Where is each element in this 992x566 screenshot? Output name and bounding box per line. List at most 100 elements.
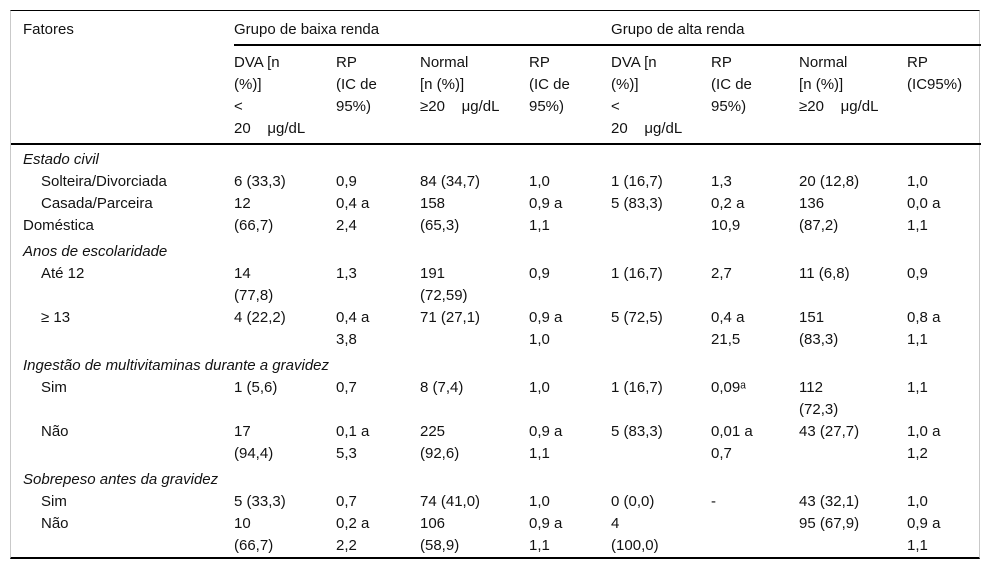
row-label: Não (41, 423, 69, 440)
group-header-high-income: Grupo de alta renda (611, 11, 982, 46)
table-cell: 1,3 (711, 173, 732, 190)
table-cell: 0,9 (529, 265, 550, 282)
table-cell: 6 (33,3) (234, 173, 286, 190)
table-cell: 8 (7,4) (420, 379, 464, 396)
column-header-rp-low-1: RP (IC de 95%) (336, 45, 420, 145)
column-header-dva-low: DVA [n (%)] < 20 μg/dL (234, 45, 336, 145)
table-cell: 0,01 a 0,7 (711, 423, 753, 462)
table-cell: 0,7 (336, 493, 357, 510)
table-row: Solteira/Divorciada 6 (33,3) 0,9 84 (34,7) 1… (11, 171, 981, 193)
table-cell: 0,9 a 1,0 (529, 309, 563, 348)
row-label: Até 12 (41, 265, 85, 282)
table-cell: 0,0 a (907, 195, 941, 212)
table-row: Anos de escolaridade (11, 237, 981, 263)
table-cell: 0,4 a (336, 195, 370, 212)
section-label: Sobrepeso antes da gravidez (23, 471, 219, 488)
column-header-rp-low-2: RP (IC de 95%) (529, 45, 612, 145)
table-cell: 151 (83,3) (799, 309, 839, 348)
table-cell: 95 (67,9) (799, 515, 860, 532)
row-label: ≥ 13 (41, 309, 71, 326)
table-cell: 1,1 (907, 217, 928, 234)
table-cell: 1 (5,6) (234, 379, 278, 396)
table-cell: (65,3) (420, 217, 460, 234)
group-header-row: Fatores Grupo de baixa renda Grupo de al… (11, 11, 982, 145)
table-cell: 74 (41,0) (420, 493, 481, 510)
section-label: Anos de escolaridade (23, 243, 168, 260)
table-cell: 1,1 (907, 379, 928, 396)
table-cell: 0,2 a (711, 195, 745, 212)
table-cell: 4 (100,0) (611, 515, 659, 554)
column-header-fatores: Fatores (11, 11, 234, 145)
column-header-rp-high-1: RP (IC de 95%) (711, 45, 800, 145)
table-cell: - (711, 493, 717, 510)
table-cell: 0,09ᵃ (711, 379, 746, 396)
table-cell: 1,3 (336, 265, 357, 282)
table-cell: 112 (72,3) (799, 379, 839, 418)
table-cell: 1,0 (529, 493, 550, 510)
table-row: Estado civil (11, 144, 981, 171)
row-label: Doméstica (23, 217, 94, 234)
table-cell: 2,4 (336, 217, 357, 234)
column-header-normal-high: Normal [n (%)] ≥20 μg/dL (799, 45, 908, 145)
row-label: Sim (41, 493, 67, 510)
table-cell: 20 (12,8) (799, 173, 860, 190)
table-cell: 0,9 (907, 265, 928, 282)
table-row: Não 17 (94,4) 0,1 a 5,3 225 (92,6) 0,9 a 1,1… (11, 421, 981, 465)
table-cell: 11 (6,8) (799, 265, 850, 282)
table-container: Fatores Grupo de baixa renda Grupo de al… (10, 10, 982, 559)
table-cell: 0,9 a (529, 195, 563, 212)
table-cell: 5 (83,3) (611, 195, 663, 212)
table-row: Sim 5 (33,3) 0,7 74 (41,0) 1,0 0 (0,0) - 43 (32… (11, 491, 981, 513)
table-cell: 43 (27,7) (799, 423, 860, 440)
table-cell: 191 (72,59) (420, 265, 468, 304)
table-cell: 1,0 (529, 379, 550, 396)
column-header-normal-low: Normal [n (%)] ≥20 μg/dL (420, 45, 529, 145)
table-row: ≥ 13 4 (22,2) 0,4 a 3,8 71 (27,1) 0,9 a 1,0 5… (11, 307, 981, 351)
table-cell: 0,4 a 21,5 (711, 309, 745, 348)
table-row: Sobrepeso antes da gravidez (11, 465, 981, 491)
table-cell: 43 (32,1) (799, 493, 860, 510)
table-row: Não 10 (66,7) 0,2 a 2,2 106 (58,9) 0,9 a 1,1… (11, 513, 981, 557)
table-body: Estado civil Solteira/Divorciada 6 (33,3) 0… (11, 144, 981, 557)
table-cell: 106 (58,9) (420, 515, 460, 554)
table-row: Até 12 14 (77,8) 1,3 191 (72,59) 0,9 1 (16,7)… (11, 263, 981, 307)
table-cell: 225 (92,6) (420, 423, 460, 462)
table-cell: 0,9 (336, 173, 357, 190)
table-cell: 5 (33,3) (234, 493, 286, 510)
table-cell: 0,7 (336, 379, 357, 396)
table-cell: 158 (420, 195, 446, 212)
row-label: Sim (41, 379, 67, 396)
factors-table: Fatores Grupo de baixa renda Grupo de al… (11, 11, 982, 557)
table-cell: 0,2 a 2,2 (336, 515, 370, 554)
table-cell: 0 (0,0) (611, 493, 655, 510)
table-cell: 0,8 a 1,1 (907, 309, 941, 348)
table-cell: 1,0 (907, 173, 928, 190)
table-cell: 1,0 a 1,2 (907, 423, 941, 462)
table-cell: (66,7) (234, 217, 274, 234)
table-cell: 0,9 a 1,1 (907, 515, 941, 554)
table-cell: 5 (83,3) (611, 423, 663, 440)
section-label: Estado civil (23, 151, 99, 168)
table-cell: 1,1 (529, 217, 550, 234)
table-cell: 2,7 (711, 265, 732, 282)
table-cell: 84 (34,7) (420, 173, 481, 190)
table-cell: 17 (94,4) (234, 423, 274, 462)
table-cell: 0,4 a 3,8 (336, 309, 370, 348)
table-row: Ingestão de multivitaminas durante a gra… (11, 351, 981, 377)
table-row: Casada/Parceira 12 0,4 a 158 0,9 a 5 (83,3) 0,… (11, 193, 981, 215)
table-cell: 4 (22,2) (234, 309, 286, 326)
group-header-low-income: Grupo de baixa renda (234, 11, 612, 46)
column-header-row: DVA [n (%)] < 20 μg/dL RP (IC de 95%) No… (11, 45, 982, 145)
table-cell (711, 513, 799, 557)
table-cell: 0,9 a 1,1 (529, 423, 563, 462)
row-label: Não (41, 515, 69, 532)
table-row: Sim 1 (5,6) 0,7 8 (7,4) 1,0 1 (16,7) 0,09ᵃ 112 … (11, 377, 981, 421)
table-cell (611, 215, 711, 237)
table-cell: 10 (66,7) (234, 515, 274, 554)
table-cell: 1 (16,7) (611, 265, 663, 282)
table-cell: 71 (27,1) (420, 309, 481, 326)
table-cell: 1 (16,7) (611, 173, 663, 190)
row-label: Solteira/Divorciada (41, 173, 167, 190)
table-cell: 0,9 a 1,1 (529, 515, 563, 554)
column-header-rp-high-2: RP (IC95%) (907, 45, 982, 145)
